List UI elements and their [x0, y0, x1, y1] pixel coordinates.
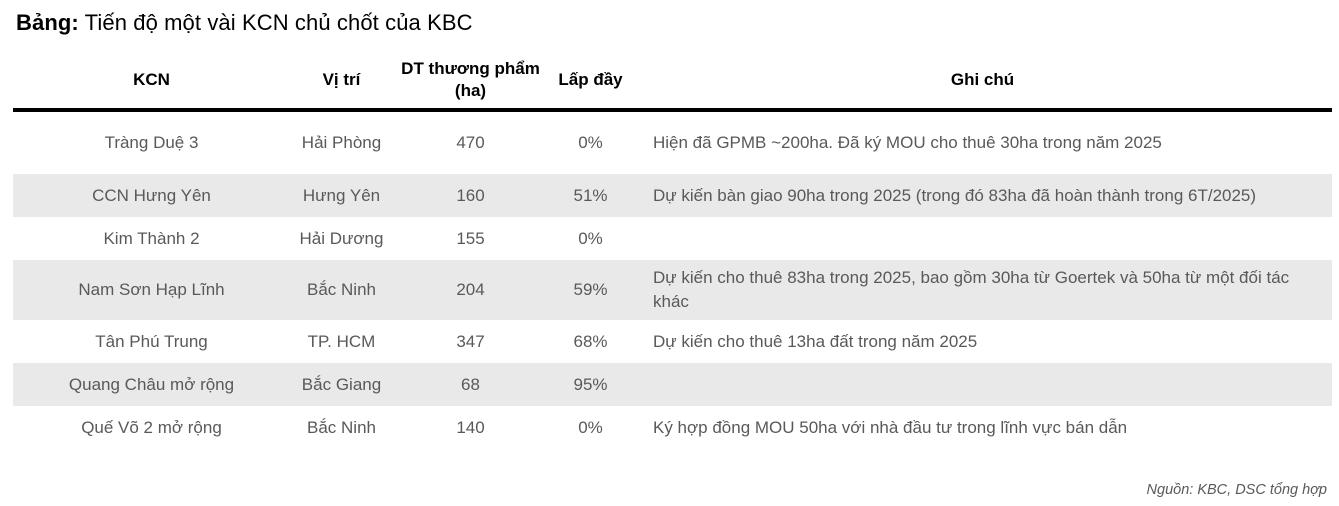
cell-kcn: CCN Hưng Yên — [92, 185, 211, 205]
cell-area: 140 — [456, 417, 485, 437]
cell-area: 204 — [456, 280, 485, 299]
table-row: Quế Võ 2 mở rộng Bắc Ninh 140 0% Ký hợp đồng… — [13, 406, 1332, 449]
source-note: Nguồn: KBC, DSC tổng hợp — [1146, 482, 1327, 498]
cell-note: Dự kiến cho thuê 83ha trong 2025, bao gồ… — [653, 268, 1290, 311]
table-body: Tràng Duệ 3 Hải Phòng 470 0% Hiện đã GPMB ~2… — [13, 112, 1332, 449]
kcn-progress-table: KCN Vị trí DT thương phẩm (ha) Lấp đầy G… — [13, 52, 1332, 449]
cell-location: Hưng Yên — [302, 185, 381, 205]
cell-occupancy: 0% — [578, 228, 603, 248]
column-header-note: Ghi chú — [950, 70, 1015, 89]
cell-note: Dự kiến bàn giao 90ha trong 2025 (trong … — [653, 185, 1257, 205]
cell-note — [633, 233, 1332, 245]
cell-location: Bắc Ninh — [307, 280, 376, 299]
table-title-text: Tiến độ một vài KCN chủ chốt của KBC — [84, 10, 473, 35]
table-row: Nam Sơn Hạp Lĩnh Bắc Ninh 204 59% Dự kiến ch… — [13, 260, 1332, 320]
cell-area: 470 — [456, 133, 485, 152]
cell-kcn: Quế Võ 2 mở rộng — [81, 417, 222, 437]
column-header-kcn: KCN — [133, 70, 170, 89]
table-row: Kim Thành 2 Hải Dương 155 0% — [13, 217, 1332, 260]
cell-location: Hải Dương — [299, 228, 384, 248]
cell-kcn: Tràng Duệ 3 — [104, 133, 199, 152]
column-header-occupancy: Lấp đầy — [558, 70, 623, 89]
cell-location: TP. HCM — [307, 331, 376, 351]
cell-kcn: Tân Phú Trung — [95, 331, 208, 351]
cell-kcn: Kim Thành 2 — [103, 228, 200, 248]
table-row: Quang Châu mở rộng Bắc Giang 68 95% — [13, 363, 1332, 406]
cell-location: Hải Phòng — [301, 133, 382, 152]
table-title-prefix: Bảng: — [16, 10, 79, 35]
cell-note: Ký hợp đồng MOU 50ha với nhà đầu tư tron… — [653, 417, 1128, 437]
cell-note — [633, 379, 1332, 391]
cell-area: 68 — [461, 374, 480, 394]
cell-area: 155 — [456, 228, 485, 248]
column-header-area: DT thương phẩm (ha) — [401, 59, 540, 100]
table-row: Tràng Duệ 3 Hải Phòng 470 0% Hiện đã GPMB ~2… — [13, 112, 1332, 174]
table-title: Bảng: Tiến độ một vài KCN chủ chốt của K… — [16, 10, 1332, 36]
cell-location: Bắc Giang — [301, 374, 382, 394]
table-row: CCN Hưng Yên Hưng Yên 160 51% Dự kiến bàn gi… — [13, 174, 1332, 217]
table-row: Tân Phú Trung TP. HCM 347 68% Dự kiến cho th… — [13, 320, 1332, 363]
cell-location: Bắc Ninh — [307, 417, 376, 437]
cell-area: 347 — [456, 331, 485, 351]
cell-note: Dự kiến cho thuê 13ha đất trong năm 2025 — [653, 331, 978, 351]
cell-occupancy: 51% — [573, 185, 608, 205]
cell-area: 160 — [456, 185, 485, 205]
cell-kcn: Quang Châu mở rộng — [68, 374, 235, 394]
cell-note: Hiện đã GPMB ~200ha. Đã ký MOU cho thuê … — [653, 133, 1162, 152]
cell-kcn: Nam Sơn Hạp Lĩnh — [78, 280, 225, 299]
cell-occupancy: 59% — [573, 280, 608, 299]
cell-occupancy: 0% — [578, 417, 603, 437]
cell-occupancy: 0% — [578, 133, 603, 152]
cell-occupancy: 68% — [573, 331, 608, 351]
cell-occupancy: 95% — [573, 374, 608, 394]
table-header-row: KCN Vị trí DT thương phẩm (ha) Lấp đầy G… — [13, 52, 1332, 112]
column-header-location: Vị trí — [322, 70, 361, 89]
